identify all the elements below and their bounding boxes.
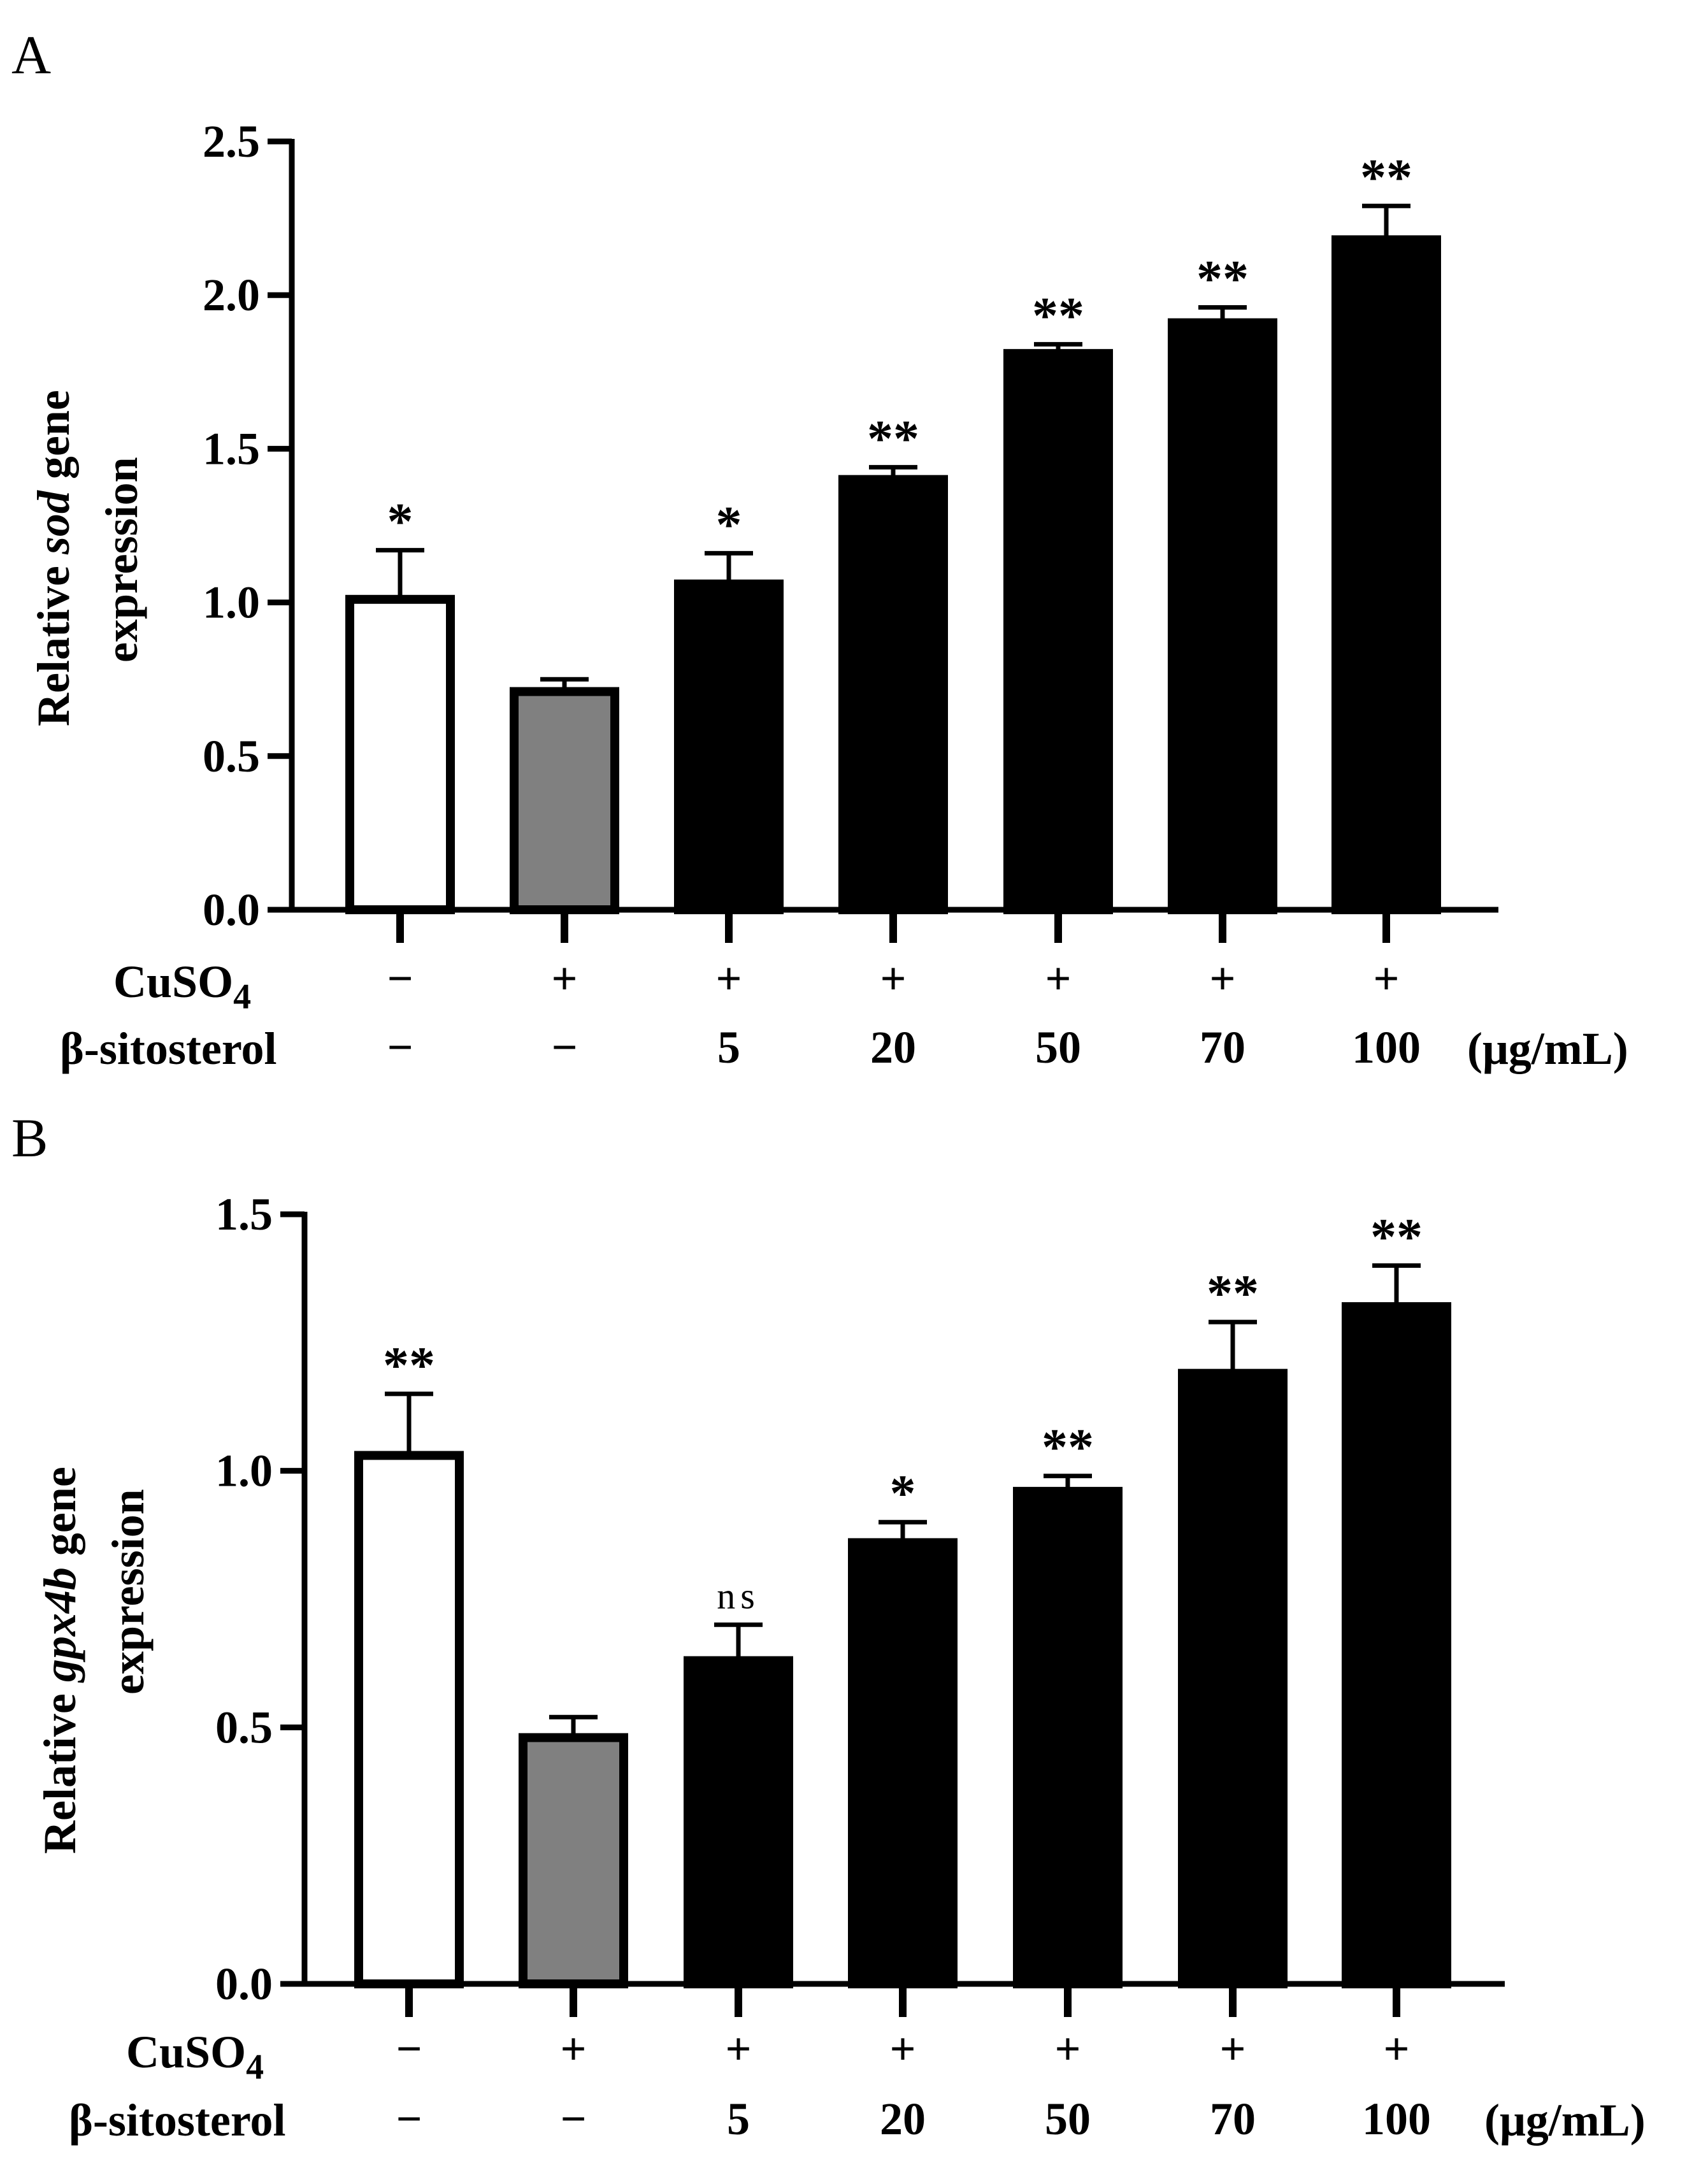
panel-a-significance-label: * [716,495,742,553]
panel-a-ytick-label: 0.0 [203,884,260,935]
panel-a-sitosterol-value: 50 [1035,1022,1081,1073]
panel-b-cuso4-label: CuSO4 [126,2027,264,2087]
panel-a-cuso4-value: + [1209,953,1235,1004]
panel-b-bar [1013,1486,1123,1988]
panel-a-bar [1168,318,1277,914]
panel-b-significance-label: ** [383,1336,435,1394]
panel-a-ylabel-line2: expression [96,457,147,663]
panel-a-bar [838,475,948,914]
panel-b-bar [354,1451,464,1988]
panel-a-cuso4-value: + [715,953,742,1004]
panel-a-cuso4-label-text: CuSO [113,956,233,1007]
panel-a-ylabel-line1: Relative sod gene [28,390,79,726]
panel-b-bars: **ns******* [354,1208,1451,1988]
panel-b-sitosterol-label: β-sitosterol [69,2095,286,2146]
panel-b-ytick-label: 0.0 [215,1958,273,2009]
panel-b-cuso4-label-text: CuSO [126,2027,246,2078]
panel-b-cuso4-value: + [560,2023,586,2074]
panel-a-ylabel-suffix: gene [28,390,79,491]
panel-a-bars: * ********* [345,148,1441,914]
panel-b-cuso4-value: + [1383,2023,1409,2074]
panel-b-bar [1342,1302,1451,1988]
panel-b-ylabel-line2: expression [103,1489,154,1695]
panel-b-sitosterol-value: 70 [1210,2093,1256,2144]
panel-a-sitosterol-value: 5 [717,1022,740,1073]
panel-b-letter: B [11,1107,48,1168]
panel-b-cuso4-value: + [1219,2023,1245,2074]
panel-b-axes [301,1212,1505,2017]
panel-a-ytick-label: 0.5 [203,731,260,782]
panel-a-unit: (μg/mL) [1467,1023,1628,1074]
panel-b-sitosterol-value: 20 [880,2093,926,2144]
panel-b-significance-label: * [890,1464,916,1522]
panel-b-significance-label: ** [1042,1418,1094,1476]
panel-b-cuso4-value: + [1054,2023,1080,2074]
panel-a-sitosterol-value: − [387,1022,413,1073]
panel-b: B Relative gpx4b gene expression 0.0 0.5 1… [11,1107,1646,2146]
panel-b-ylabel-line1: Relative gpx4b gene [34,1467,85,1854]
panel-b-cuso4-subscript: 4 [246,2048,264,2087]
panel-a-ytick-label: 1.0 [203,577,260,628]
panel-a-bar [674,579,784,914]
panel-b-sitosterol-value: 5 [727,2093,750,2144]
panel-b-y-axis: 0.0 0.5 1.0 1.5 [215,1189,305,2009]
panel-a-sitosterol-value: − [551,1022,577,1073]
panel-a: A Relative sod gene expression 0.0 0.5 1.0… [11,24,1628,1074]
panel-b-unit: (μg/mL) [1484,2095,1646,2146]
panel-a-sitosterol-label: β-sitosterol [60,1023,277,1074]
panel-a-sitosterol-value: 70 [1200,1022,1245,1073]
panel-b-sitosterol-value: 100 [1362,2093,1431,2144]
panel-b-bar [848,1538,958,1988]
panel-a-conditions: − − + − +5 +20 +50 +70 +100 [387,953,1421,1073]
panel-a-cuso4-value: + [880,953,906,1004]
panel-b-ytick-label: 1.5 [215,1189,273,1240]
panel-a-cuso4-value: + [1045,953,1071,1004]
panel-b-ylabel-gene: gpx4b [34,1567,85,1683]
panel-a-bar [510,687,619,914]
panel-b-ytick-label: 0.5 [215,1702,273,1753]
panel-a-significance-label: ** [867,409,919,467]
panel-a-significance-label: ** [1196,249,1249,307]
panel-a-cuso4-value: − [387,953,413,1004]
panel-a-y-axis: 0.0 0.5 1.0 1.5 2.0 2.5 [203,116,292,935]
panel-a-axes [289,139,1498,943]
panel-b-significance-label: ** [1370,1208,1423,1266]
panel-b-sitosterol-value: 50 [1045,2093,1091,2144]
panel-a-bar [1331,235,1441,914]
panel-b-ytick-label: 1.0 [215,1446,273,1497]
panel-a-cuso4-value: + [1373,953,1399,1004]
panel-b-conditions: − − + − +5 +20 +50 +70 +100 [396,2023,1431,2144]
panel-b-bar [684,1656,793,1988]
panel-b-cuso4-value: − [396,2023,422,2074]
panel-b-significance-label: ** [1207,1264,1259,1322]
panel-a-ytick-label: 2.0 [203,269,260,320]
panel-a-significance-label: * [387,492,413,550]
panel-a-bar [1003,348,1113,914]
panel-a-bar [345,594,455,914]
panel-b-bar [519,1733,628,1988]
panel-b-cuso4-value: + [725,2023,751,2074]
panel-a-ytick-label: 2.5 [203,116,260,167]
panel-b-cuso4-value: + [889,2023,915,2074]
panel-b-bar [1178,1368,1288,1988]
panel-a-cuso4-label: CuSO4 [113,956,251,1017]
panel-a-significance-label: ** [1360,148,1412,206]
panel-b-significance-label: ns [717,1575,760,1616]
panel-a-cuso4-value: + [551,953,577,1004]
panel-b-sitosterol-value: − [396,2093,422,2144]
panel-a-letter: A [11,24,51,85]
panel-a-ylabel-prefix: Relative [28,554,79,726]
panel-b-sitosterol-value: − [560,2093,586,2144]
panel-b-ylabel-suffix: gene [34,1467,85,1567]
panel-a-cuso4-subscript: 4 [233,977,251,1017]
panel-a-ytick-label: 1.5 [203,423,260,474]
panel-a-significance-label: ** [1032,286,1084,344]
panel-a-sitosterol-value: 20 [870,1022,916,1073]
panel-a-ylabel-gene: sod [28,490,79,555]
panel-b-ylabel-prefix: Relative [34,1682,85,1854]
panel-a-sitosterol-value: 100 [1352,1022,1421,1073]
